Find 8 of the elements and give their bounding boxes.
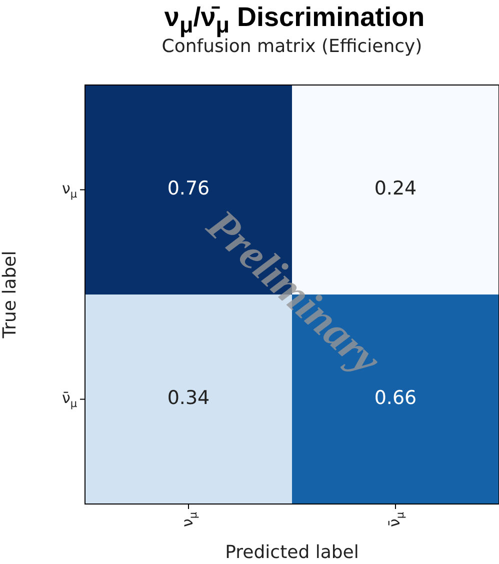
data-label: 0.66: [374, 387, 417, 410]
y-axis-title: True label: [0, 250, 20, 340]
x-axis-title: Predicted label: [225, 542, 359, 563]
data-label: 0.24: [374, 178, 417, 200]
data-label: 0.76: [167, 178, 210, 200]
chart-subtitle: Confusion matrix (Efficiency): [160, 36, 424, 57]
chart-title: ν$_{μ}$/ν̄$_{μ}$ Discrimination: [164, 2, 425, 38]
data-label: 0.34: [167, 387, 210, 410]
